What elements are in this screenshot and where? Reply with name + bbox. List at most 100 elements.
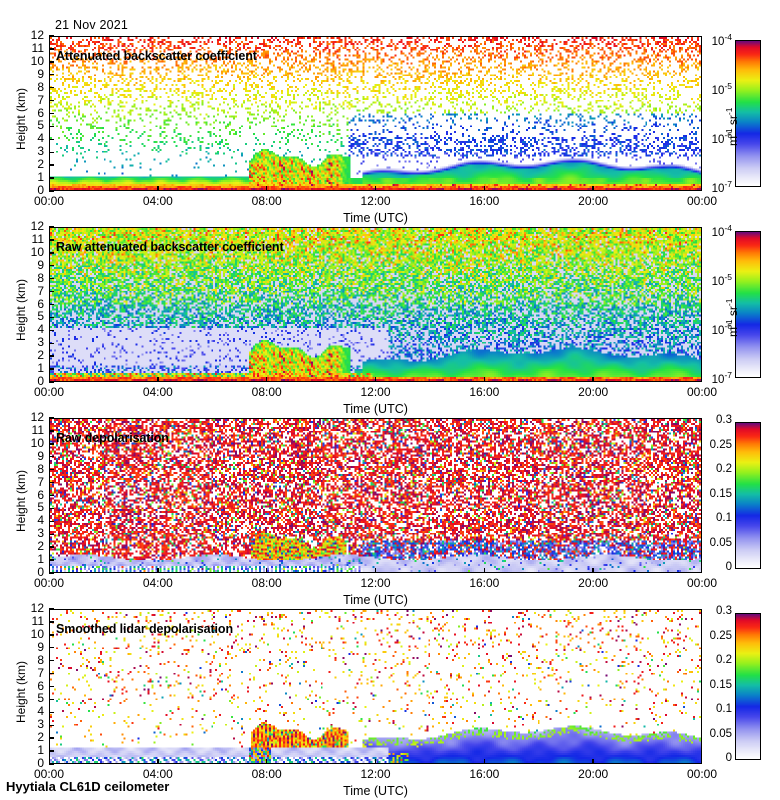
y-tick-mark	[49, 342, 54, 344]
colorbar-tick-label: 10-6	[711, 321, 732, 337]
colorbar-raw-depolarisation	[735, 422, 761, 569]
y-tick-label: 10	[30, 626, 44, 641]
colorbar-tick-label: 0.2	[716, 463, 732, 475]
y-tick-mark	[49, 647, 54, 649]
y-tick-label: 4	[37, 322, 44, 337]
x-tick-mark	[592, 186, 594, 191]
y-tick-label: 3	[37, 335, 44, 350]
y-axis-label: Height (km)	[14, 660, 28, 723]
y-tick-mark	[49, 277, 54, 280]
y-tick-mark	[49, 430, 54, 432]
colorbar-tick-label: 0.15	[709, 678, 732, 691]
y-tick-label: 6	[37, 487, 44, 502]
y-tick-label: 0	[37, 565, 44, 579]
y-tick-label: 9	[37, 257, 44, 272]
y-tick-label: 3	[37, 526, 44, 541]
x-tick-mark	[592, 568, 594, 573]
y-tick-label: 2	[37, 539, 44, 554]
y-tick-label: 12	[30, 410, 44, 424]
y-tick-mark	[49, 608, 54, 610]
colorbar-gradient	[736, 614, 760, 759]
x-tick-mark	[157, 377, 159, 382]
y-tick-label: 11	[31, 231, 44, 246]
x-tick-label: 08:00	[251, 194, 282, 208]
colorbar-tick-label: 0	[725, 561, 732, 573]
y-tick-mark	[49, 672, 54, 675]
panel-title-raw-attenuated-backscatter: Raw attenuated backscatter coefficient	[56, 240, 284, 254]
x-tick-label: 00:00	[686, 767, 718, 781]
y-tick-mark	[49, 316, 54, 319]
colorbar-axis-label: m-1 sr-1	[724, 298, 740, 337]
x-tick-label: 16:00	[469, 576, 500, 590]
x-tick-label: 20:00	[578, 576, 609, 590]
x-tick-label: 00:00	[686, 385, 718, 399]
y-tick-mark	[49, 711, 54, 714]
y-tick-label: 0	[37, 183, 44, 197]
x-tick-label: 20:00	[578, 385, 609, 399]
y-tick-label: 12	[30, 219, 44, 233]
y-tick-mark	[49, 86, 54, 89]
y-tick-mark	[49, 138, 54, 141]
heatmap-raw-attenuated-backscatter	[50, 228, 701, 381]
x-tick-label: 04:00	[142, 385, 173, 399]
y-tick-label: 1	[37, 552, 44, 567]
colorbar-tick-label: 10-4	[711, 32, 732, 48]
x-tick-label: 12:00	[360, 385, 391, 399]
x-tick-label: 00:00	[686, 576, 718, 590]
x-tick-mark	[483, 186, 486, 191]
x-tick-label: 08:00	[251, 385, 282, 399]
panel-title-smoothed-lidar-depolarisation: Smoothed lidar depolarisation	[56, 622, 233, 636]
colorbar-tick-label: 0	[725, 752, 732, 764]
y-tick-mark	[49, 303, 54, 306]
y-tick-label: 4	[37, 513, 44, 528]
x-tick-label: 00:00	[33, 385, 65, 399]
x-tick-label: 08:00	[251, 576, 282, 590]
y-tick-label: 7	[37, 92, 44, 107]
y-tick-mark	[49, 468, 54, 471]
colorbar-axis-label: m-1 sr-1	[724, 107, 740, 146]
x-tick-label: 16:00	[469, 385, 500, 399]
y-tick-label: 6	[37, 105, 44, 120]
x-tick-mark	[374, 186, 377, 191]
footer-caption: Hyytiala CL61D ceilometer	[6, 779, 170, 794]
y-tick-mark	[49, 151, 54, 153]
y-tick-label: 10	[30, 53, 44, 68]
y-tick-mark	[49, 750, 54, 752]
x-tick-mark	[265, 186, 268, 191]
y-tick-mark	[49, 226, 54, 228]
y-axis-label: Height (km)	[14, 469, 28, 532]
colorbar-tick-label: 0.3	[716, 414, 732, 426]
y-tick-mark	[49, 634, 54, 636]
x-tick-label: 12:00	[360, 767, 391, 781]
y-tick-label: 9	[37, 448, 44, 463]
x-tick-label: 04:00	[142, 194, 173, 208]
y-tick-mark	[49, 368, 54, 370]
x-tick-label: 00:00	[33, 576, 65, 590]
x-tick-label: 16:00	[469, 767, 500, 781]
y-tick-mark	[49, 763, 54, 765]
y-tick-mark	[49, 99, 54, 102]
x-tick-mark	[265, 568, 268, 573]
y-tick-mark	[49, 443, 54, 445]
y-tick-label: 3	[37, 144, 44, 159]
y-tick-label: 12	[30, 28, 44, 42]
y-tick-label: 5	[37, 309, 44, 324]
colorbar-tick-label: 0.3	[716, 605, 732, 617]
colorbar-tick-label: 10-5	[711, 81, 732, 97]
x-tick-mark	[592, 377, 594, 382]
y-tick-label: 4	[37, 131, 44, 146]
y-axis-label: Height (km)	[14, 278, 28, 341]
colorbar-tick-label: 0.15	[709, 487, 732, 500]
y-tick-mark	[49, 74, 54, 76]
x-tick-label: 04:00	[142, 767, 173, 781]
colorbar-tick-label: 0.1	[716, 703, 732, 715]
y-tick-mark	[49, 125, 54, 128]
y-tick-mark	[49, 559, 54, 561]
x-tick-mark	[374, 759, 377, 764]
colorbar-tick-label: 0.2	[716, 654, 732, 666]
x-axis-label: Time (UTC)	[343, 211, 408, 225]
y-tick-mark	[49, 112, 54, 115]
y-tick-mark	[49, 252, 54, 254]
y-tick-label: 0	[37, 756, 44, 770]
